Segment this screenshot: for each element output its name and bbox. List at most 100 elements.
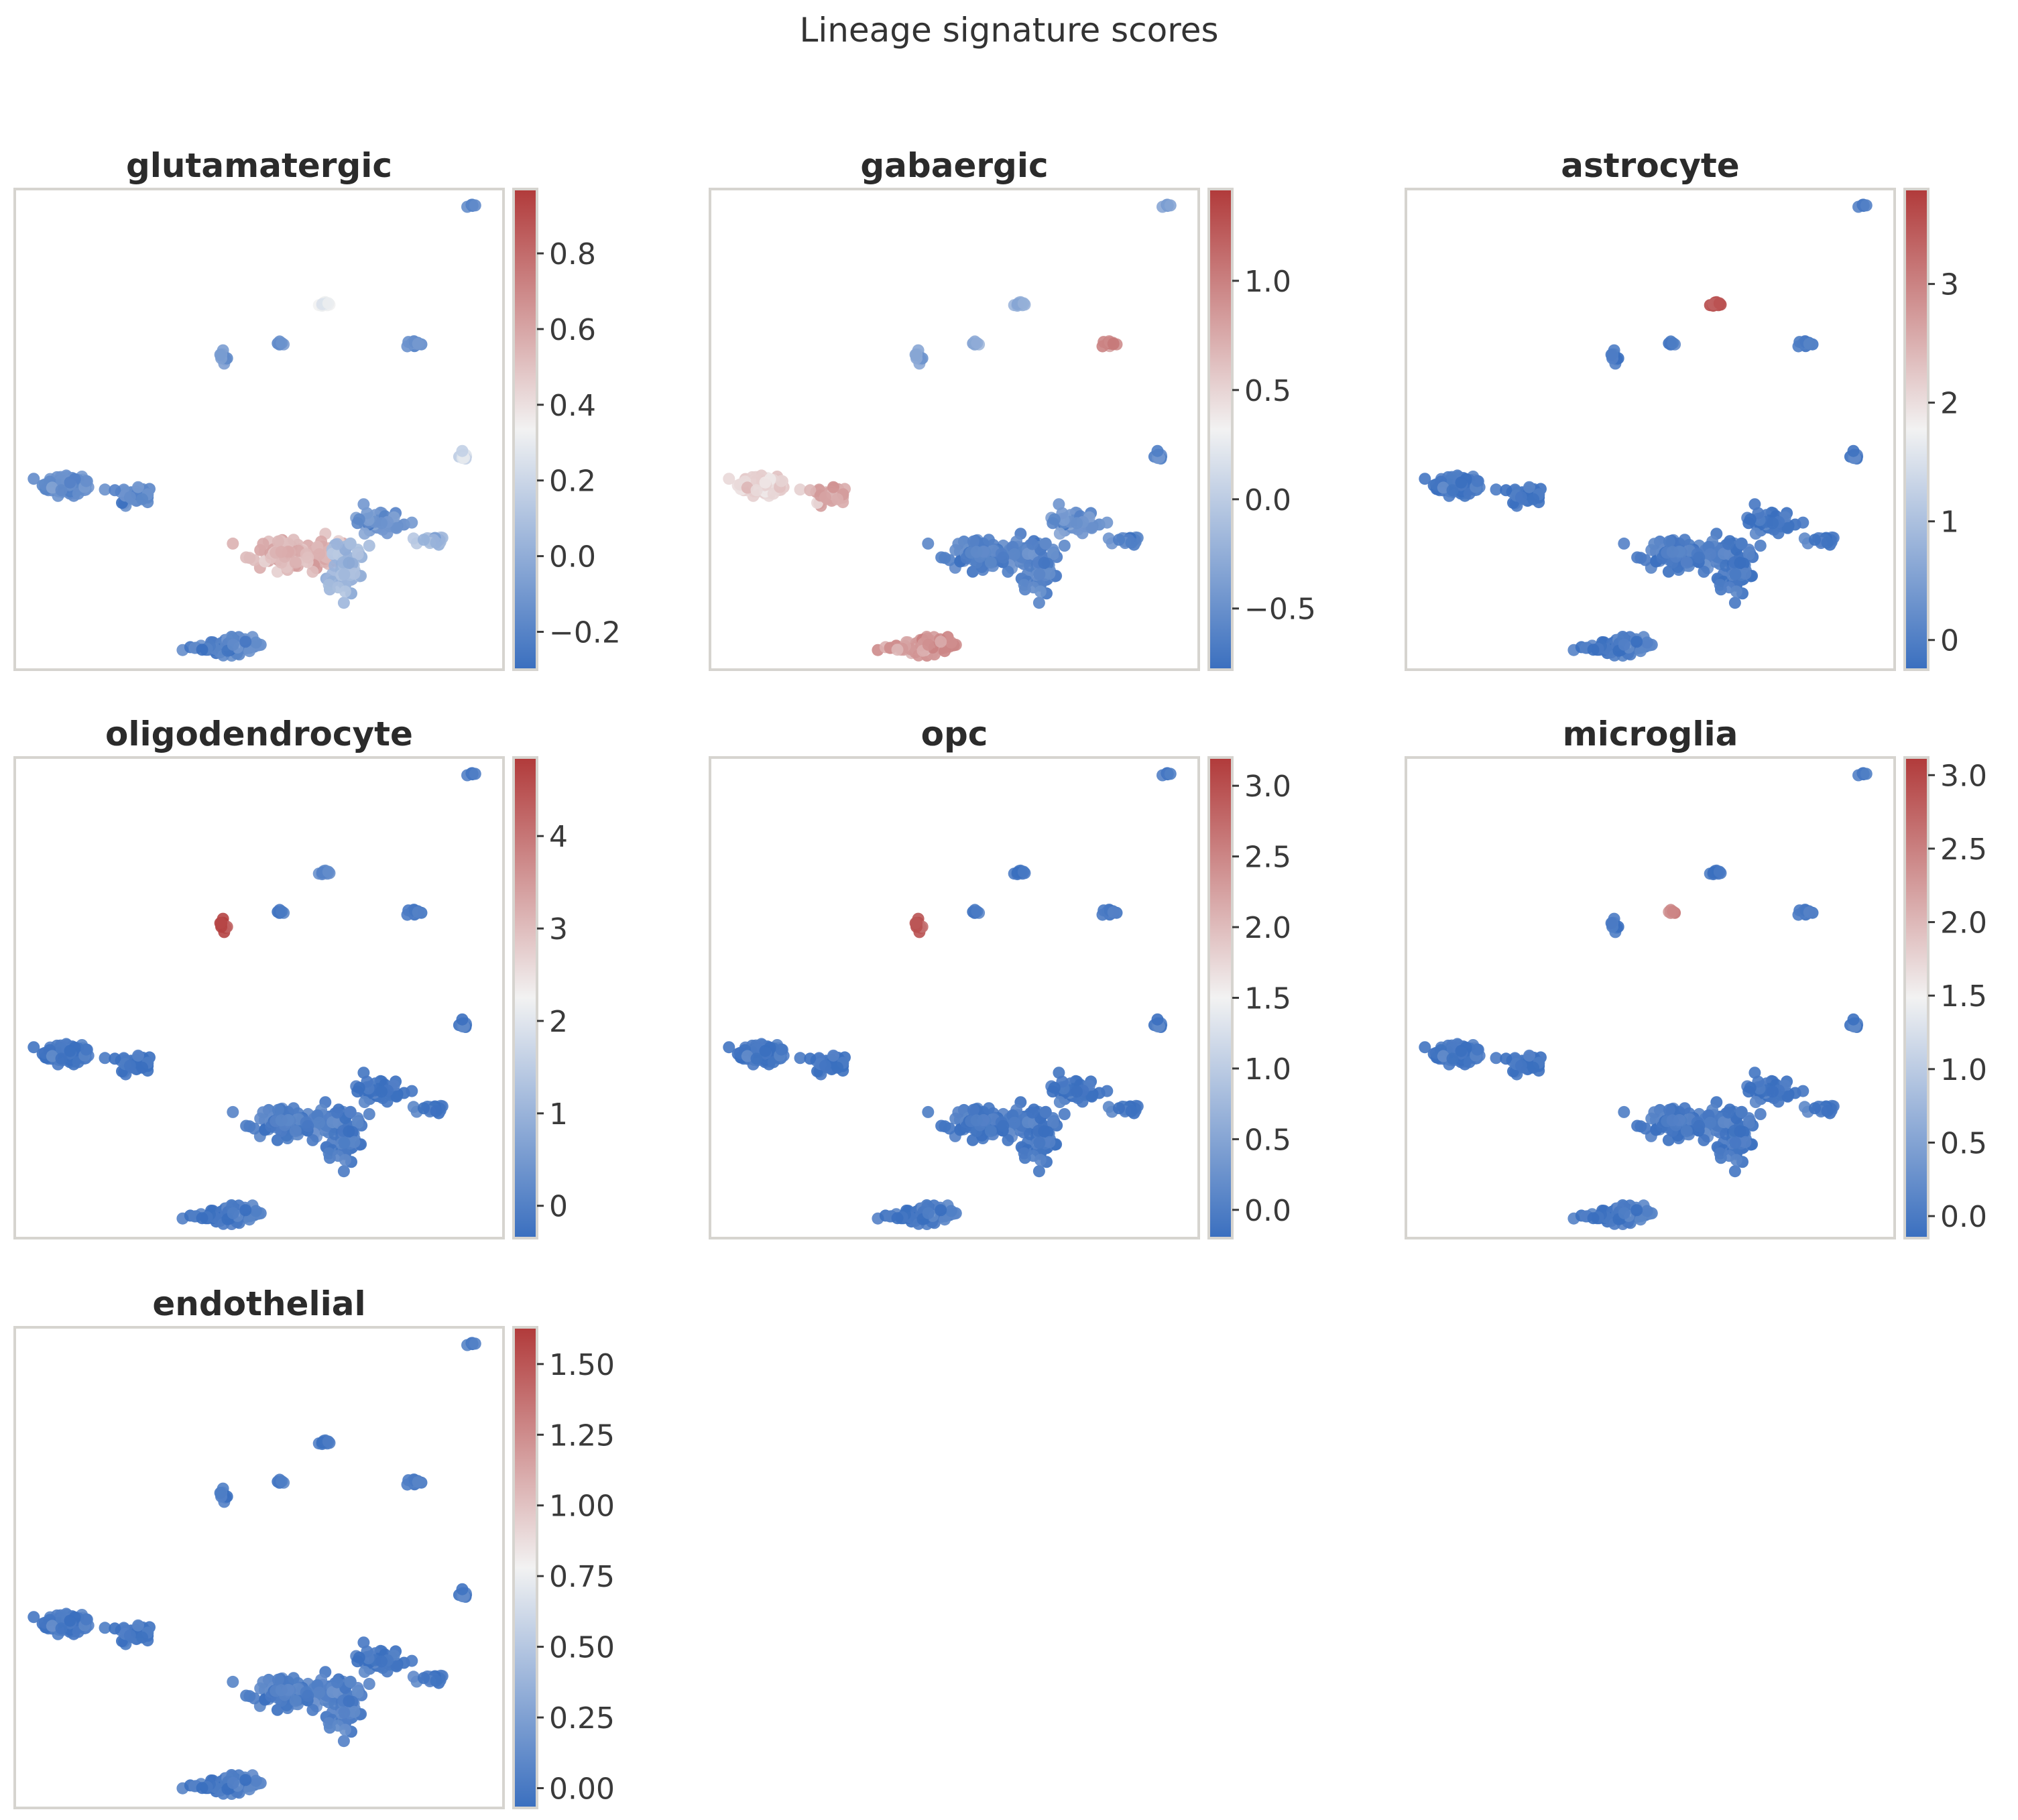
scatter-point (1641, 1205, 1653, 1217)
scatter-point (302, 551, 314, 564)
scatter-point (1722, 1106, 1734, 1119)
colorbar-tick-label: 2.0 (1940, 906, 1987, 941)
scatter-point (390, 1090, 403, 1103)
scatter-point (1053, 1096, 1066, 1108)
scatter-point (1018, 1147, 1030, 1160)
scatter-point (1058, 540, 1071, 552)
scatter-point (1742, 548, 1755, 560)
scatter-points (27, 767, 481, 1230)
scatter-point (1101, 516, 1114, 529)
scatter-point (348, 1705, 361, 1718)
scatter-point (1678, 1102, 1691, 1115)
scatter-point (302, 1689, 314, 1702)
scatter-point (1754, 1108, 1767, 1120)
scatter-point (935, 1119, 948, 1132)
scatter-point (1419, 473, 1431, 485)
scatter-point (132, 481, 144, 493)
scatter-point (271, 1703, 284, 1716)
colorbar-tick-label: 1.5 (1940, 979, 1987, 1014)
scatter-point (339, 585, 351, 598)
colorbar-tick-label: 1.50 (549, 1348, 615, 1382)
scatter-point (406, 1654, 418, 1667)
scatter-point (1730, 1154, 1742, 1166)
scatter-point (390, 522, 403, 534)
scatter-point (271, 1134, 284, 1146)
scatter-point (966, 565, 979, 578)
scatter-point (794, 1052, 807, 1065)
scatter-point (275, 546, 288, 558)
scatter-point (1847, 444, 1860, 457)
plot-frame (13, 756, 505, 1239)
scatter-point (1151, 444, 1164, 457)
scatter-point (243, 645, 256, 658)
panel-title: oligodendrocyte (105, 715, 413, 753)
scatter-point (1527, 1061, 1540, 1074)
colorbar (512, 188, 538, 671)
scatter-point (1797, 516, 1809, 529)
panel-astrocyte: astrocyte 0 1 2 3 (1405, 146, 1959, 671)
scatter-point (344, 1105, 357, 1118)
panel-title: endothelial (152, 1284, 365, 1323)
colorbar-tick-label: 0.5 (1244, 1123, 1291, 1157)
scatter-point (1125, 1105, 1138, 1117)
scatter-point (971, 905, 984, 918)
colorbar-tick-label: −0.2 (549, 616, 621, 650)
scatter-point (339, 1154, 351, 1166)
scatter-point (123, 1059, 136, 1072)
scatter-point (1437, 481, 1449, 494)
scatter-point (1714, 1147, 1726, 1160)
scatter-point (337, 1735, 350, 1748)
scatter-point (469, 1337, 481, 1350)
scatter-point (935, 1204, 947, 1217)
scatter-point (1860, 768, 1873, 780)
scatter-point (227, 1776, 239, 1789)
scatter-point (344, 537, 357, 550)
scatter-point (243, 1213, 256, 1226)
scatter-point (982, 1102, 995, 1115)
scatter-point (1663, 535, 1675, 548)
scatter-point (64, 1044, 76, 1057)
scatter-point (935, 635, 947, 648)
colorbar-tick-label: 0.00 (549, 1772, 615, 1806)
scatter-point (922, 638, 935, 651)
scatter-point (351, 1655, 364, 1668)
scatter-point (1618, 1207, 1630, 1219)
scatter-point (1605, 349, 1618, 361)
scatter-point (227, 1105, 239, 1118)
scatter-points (1419, 198, 1873, 662)
scatter-point (1008, 548, 1021, 560)
scatter-point (348, 1136, 361, 1148)
plot-frame (1405, 188, 1896, 671)
plot-frame (13, 1326, 505, 1809)
scatter-point (331, 1106, 343, 1119)
colorbar-tick-label: 1.00 (549, 1490, 615, 1524)
scatter-point (214, 1487, 227, 1500)
scatter-point (358, 1666, 371, 1678)
scatter-point (831, 493, 844, 505)
scatter-point (909, 917, 922, 930)
colorbar-tick-label: 0 (549, 1190, 568, 1224)
scatter-point (313, 1116, 326, 1129)
scatter-point (1071, 1085, 1083, 1098)
scatter-point (136, 1631, 149, 1644)
scatter-point (1781, 1090, 1794, 1103)
scatter-point (351, 1686, 364, 1699)
scatter-point (313, 548, 326, 560)
scatter-point (240, 1689, 253, 1702)
scatter-point (257, 538, 270, 550)
scatter-point (123, 1629, 136, 1642)
scatter-point (1803, 337, 1816, 350)
scatter-point (80, 1613, 93, 1626)
scatter-point (1034, 585, 1047, 598)
colorbar-tick-label: 3 (1940, 268, 1959, 302)
colorbar-tick-label: −0.5 (1244, 593, 1316, 627)
scatter-point (1618, 638, 1630, 651)
scatter-point (227, 638, 239, 651)
panels-container: glutamatergic −0.2 0.0 0.2 0.4 0.6 0.8 gabaergi… (13, 146, 1987, 1809)
scatter-point (1693, 551, 1706, 564)
scatter-point (1085, 522, 1098, 534)
scatter-point (1026, 538, 1038, 550)
scatter-point (1026, 1106, 1038, 1119)
scatter-point (775, 475, 788, 487)
scatter-point (1730, 585, 1742, 598)
